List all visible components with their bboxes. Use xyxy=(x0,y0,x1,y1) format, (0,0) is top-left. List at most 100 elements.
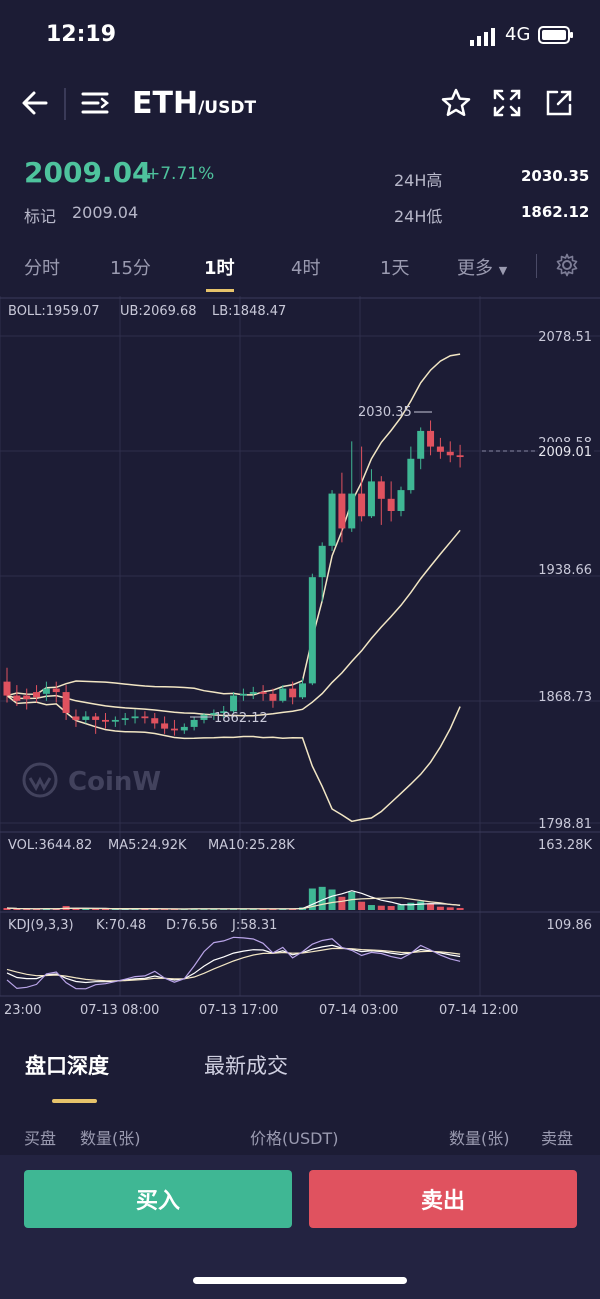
candle-body xyxy=(141,716,149,719)
candle-body xyxy=(42,688,50,694)
candle-body xyxy=(170,728,178,731)
candle-body xyxy=(180,726,188,731)
mark-price-label: 标记 xyxy=(24,207,57,226)
volume-bar xyxy=(308,888,316,910)
tab-timeframe-4h[interactable]: 4时 xyxy=(291,258,321,279)
tab-timeframe-more[interactable]: 更多 ▼ xyxy=(457,254,507,280)
candle-body xyxy=(338,493,346,529)
candle-body xyxy=(456,455,464,458)
volume-bar xyxy=(13,909,21,910)
candle-body xyxy=(397,490,405,512)
tab-timeframe-15m[interactable]: 15分 xyxy=(110,258,151,279)
tab-timeframe-line[interactable]: 分时 xyxy=(24,258,60,279)
volume-bar xyxy=(417,901,425,910)
tab-timeframe-1d[interactable]: 1天 xyxy=(380,258,410,279)
candle-body xyxy=(230,695,238,712)
candle-body xyxy=(436,446,444,452)
back-arrow-icon[interactable] xyxy=(20,88,50,118)
candle-body xyxy=(151,718,159,724)
buy-button[interactable]: 买入 xyxy=(24,1170,292,1228)
candle-body xyxy=(210,712,218,715)
kdj-j-line xyxy=(6,936,461,990)
kdj-k-label: K:70.48 xyxy=(96,918,146,933)
volume-bar xyxy=(33,909,41,910)
volume-bar xyxy=(427,903,435,910)
candle-body xyxy=(82,716,90,720)
status-bar: 12:19 4G xyxy=(0,0,600,70)
pair-base: ETH xyxy=(132,86,199,121)
volume-bar xyxy=(151,909,159,910)
tab-latest-trades[interactable]: 最新成交 xyxy=(204,1054,288,1078)
volume-bar xyxy=(92,909,100,910)
boll-lb-label: LB:1848.47 xyxy=(212,304,286,319)
volume-bar xyxy=(387,906,395,910)
volume-bar xyxy=(249,909,257,910)
high-24h-value: 2030.35 xyxy=(521,167,590,185)
candle-body xyxy=(92,716,100,720)
gear-icon[interactable] xyxy=(555,253,579,277)
candle-body xyxy=(269,693,277,701)
volume-bar xyxy=(446,907,454,910)
volume-bar xyxy=(3,908,11,910)
more-label: 更多 xyxy=(457,258,493,279)
volume-bar xyxy=(367,905,375,910)
header-divider xyxy=(64,88,66,120)
candle-body xyxy=(367,481,375,517)
share-icon[interactable] xyxy=(544,88,574,118)
candle-body xyxy=(3,681,11,696)
last-price: 2009.04 xyxy=(24,156,152,189)
candle-body xyxy=(13,695,21,701)
sell-button[interactable]: 卖出 xyxy=(309,1170,577,1228)
volume-bar xyxy=(456,908,464,910)
volume-ma10-line xyxy=(6,897,461,910)
col-header-asks: 卖盘 xyxy=(541,1129,574,1148)
volume-bar xyxy=(407,902,415,910)
volume-bar xyxy=(318,886,326,910)
col-header-qty-right: 数量(张) xyxy=(449,1129,510,1148)
coinw-watermark: CoinW xyxy=(22,762,161,798)
volume-bar xyxy=(72,908,80,910)
volume-bar xyxy=(348,891,356,910)
time-tick: 07-13 08:00 xyxy=(80,1003,159,1018)
candle-body xyxy=(427,430,435,447)
candle-body xyxy=(308,577,316,684)
price-change-percent: +7.71% xyxy=(146,164,215,184)
battery-icon xyxy=(538,26,573,44)
pair-quote: /USDT xyxy=(198,98,257,118)
tab-timeframe-1h[interactable]: 1时 xyxy=(204,258,235,279)
volume-bar xyxy=(358,901,366,910)
favorite-star-icon[interactable] xyxy=(440,87,472,119)
col-header-price: 价格(USDT) xyxy=(250,1129,339,1148)
price-tick: 1798.81 xyxy=(538,817,592,832)
trading-pair[interactable]: ETH/USDT xyxy=(132,86,256,121)
volume-bar xyxy=(269,909,277,910)
volume-bar xyxy=(397,904,405,910)
volume-bar xyxy=(82,909,90,910)
volume-bar xyxy=(220,909,228,910)
candle-body xyxy=(259,692,267,694)
candle-body xyxy=(33,692,41,698)
boll-lower-band xyxy=(6,695,461,823)
fullscreen-icon[interactable] xyxy=(492,88,522,118)
tab-order-book-depth[interactable]: 盘口深度 xyxy=(25,1054,109,1078)
vol-max-tick: 163.28K xyxy=(538,838,592,853)
price-tick: 1938.66 xyxy=(538,563,592,578)
candle-body xyxy=(190,719,198,727)
candle-body xyxy=(72,716,80,720)
low-marker-label: 1862.12 xyxy=(214,711,268,726)
candle-body xyxy=(299,683,306,698)
candle-body xyxy=(318,545,326,578)
boll-ub-label: UB:2069.68 xyxy=(120,304,197,319)
chart-grid xyxy=(0,296,600,997)
market-list-icon[interactable] xyxy=(80,88,110,118)
kdj-lines xyxy=(6,936,461,990)
candle-body xyxy=(377,481,385,499)
candle-body xyxy=(111,719,119,722)
kdj-d-label: D:76.56 xyxy=(166,918,218,933)
kdj-d-line xyxy=(6,947,461,982)
candle-body xyxy=(417,430,425,459)
candle-body xyxy=(289,688,297,698)
kline-chart[interactable]: CoinW BOLL:1959.07 UB:2069.68 LB:1848.47… xyxy=(0,296,600,1026)
volume-bar xyxy=(200,909,208,910)
caret-down-icon: ▼ xyxy=(498,264,508,277)
